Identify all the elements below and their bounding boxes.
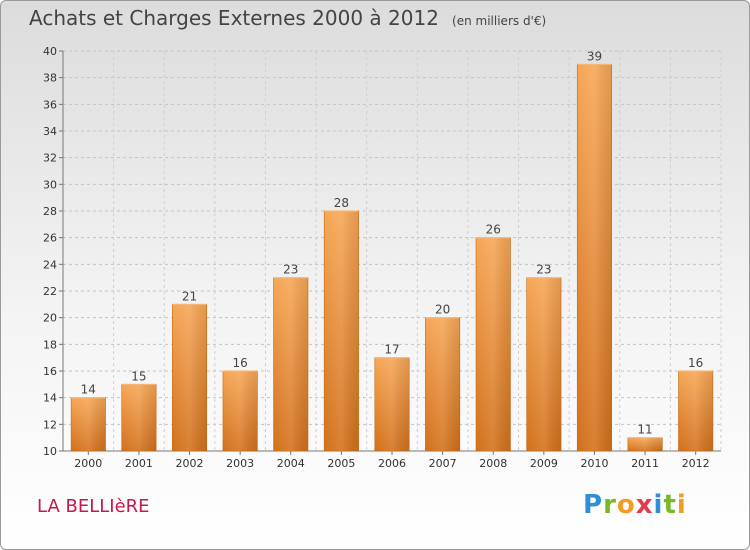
x-tick-label: 2004 xyxy=(277,457,305,470)
logo-letter: o xyxy=(616,490,636,520)
data-label: 39 xyxy=(587,49,602,63)
data-label: 23 xyxy=(536,263,551,277)
data-label: 21 xyxy=(182,289,197,303)
data-label: 20 xyxy=(435,303,450,317)
y-tick-label: 32 xyxy=(43,152,57,165)
y-tick-label: 18 xyxy=(43,338,57,351)
bar-shine xyxy=(374,357,410,451)
bar-shine xyxy=(678,371,713,451)
proxiti-logo[interactable]: Proxiti xyxy=(583,490,687,520)
x-tick-label: 2003 xyxy=(226,457,254,470)
logo-letter: t xyxy=(663,490,677,520)
data-label: 28 xyxy=(334,196,349,210)
data-label: 15 xyxy=(131,369,146,383)
x-tick-label: 2012 xyxy=(682,457,710,470)
y-tick-label: 34 xyxy=(43,125,57,138)
bar-shine xyxy=(273,277,308,451)
logo-letter: i xyxy=(653,490,664,520)
x-tick-label: 2010 xyxy=(580,457,608,470)
y-tick-label: 20 xyxy=(43,312,57,325)
bar-shine xyxy=(526,277,562,451)
bar-shine xyxy=(577,64,612,452)
x-tick-label: 2006 xyxy=(378,457,406,470)
data-label: 16 xyxy=(688,356,703,370)
data-label: 16 xyxy=(233,356,248,370)
data-label: 11 xyxy=(637,423,652,437)
x-tick-label: 2009 xyxy=(530,457,558,470)
x-tick-label: 2008 xyxy=(479,457,507,470)
bar-shine xyxy=(172,304,207,451)
bar-shine xyxy=(71,397,106,451)
y-tick-label: 30 xyxy=(43,178,57,191)
y-tick-label: 26 xyxy=(43,232,57,245)
y-tick-label: 22 xyxy=(43,285,57,298)
chart-title: Achats et Charges Externes 2000 à 2012 (… xyxy=(29,6,546,30)
y-tick-label: 24 xyxy=(43,258,57,271)
bar-shine xyxy=(222,371,258,451)
bar-shine xyxy=(627,437,663,451)
logo-letter: r xyxy=(603,490,617,520)
data-label: 17 xyxy=(384,343,399,357)
y-tick-label: 28 xyxy=(43,205,57,218)
bar-shine xyxy=(121,384,157,451)
chart-title-text: Achats et Charges Externes 2000 à 2012 xyxy=(29,6,439,30)
y-tick-label: 38 xyxy=(43,72,57,85)
y-tick-label: 10 xyxy=(43,445,57,458)
y-tick-label: 36 xyxy=(43,98,57,111)
x-tick-label: 2002 xyxy=(176,457,204,470)
y-tick-label: 14 xyxy=(43,392,57,405)
x-tick-label: 2000 xyxy=(74,457,102,470)
commune-name: LA BELLIèRE xyxy=(37,496,150,517)
labels: 10 12 14 16 18 20 22 24 26 28 30 32 34 36 38 40 14 2000 15… xyxy=(43,45,710,470)
bars xyxy=(70,63,714,452)
y-tick-label: 40 xyxy=(43,45,57,58)
bar-shine xyxy=(324,211,359,451)
bar-shine xyxy=(425,317,460,451)
logo-letter: x xyxy=(635,490,654,520)
x-tick-label: 2011 xyxy=(631,457,659,470)
chart-unit: (en milliers d'€) xyxy=(452,14,547,28)
x-tick-label: 2001 xyxy=(125,457,153,470)
data-label: 26 xyxy=(486,223,501,237)
logo-letter: i xyxy=(676,490,687,520)
y-tick-label: 16 xyxy=(43,365,57,378)
y-tick-label: 12 xyxy=(43,418,57,431)
x-tick-label: 2007 xyxy=(429,457,457,470)
logo-letter: P xyxy=(583,490,604,520)
x-tick-label: 2005 xyxy=(327,457,355,470)
data-label: 14 xyxy=(81,383,96,397)
bar-shine xyxy=(476,237,511,451)
data-label: 23 xyxy=(283,263,298,277)
